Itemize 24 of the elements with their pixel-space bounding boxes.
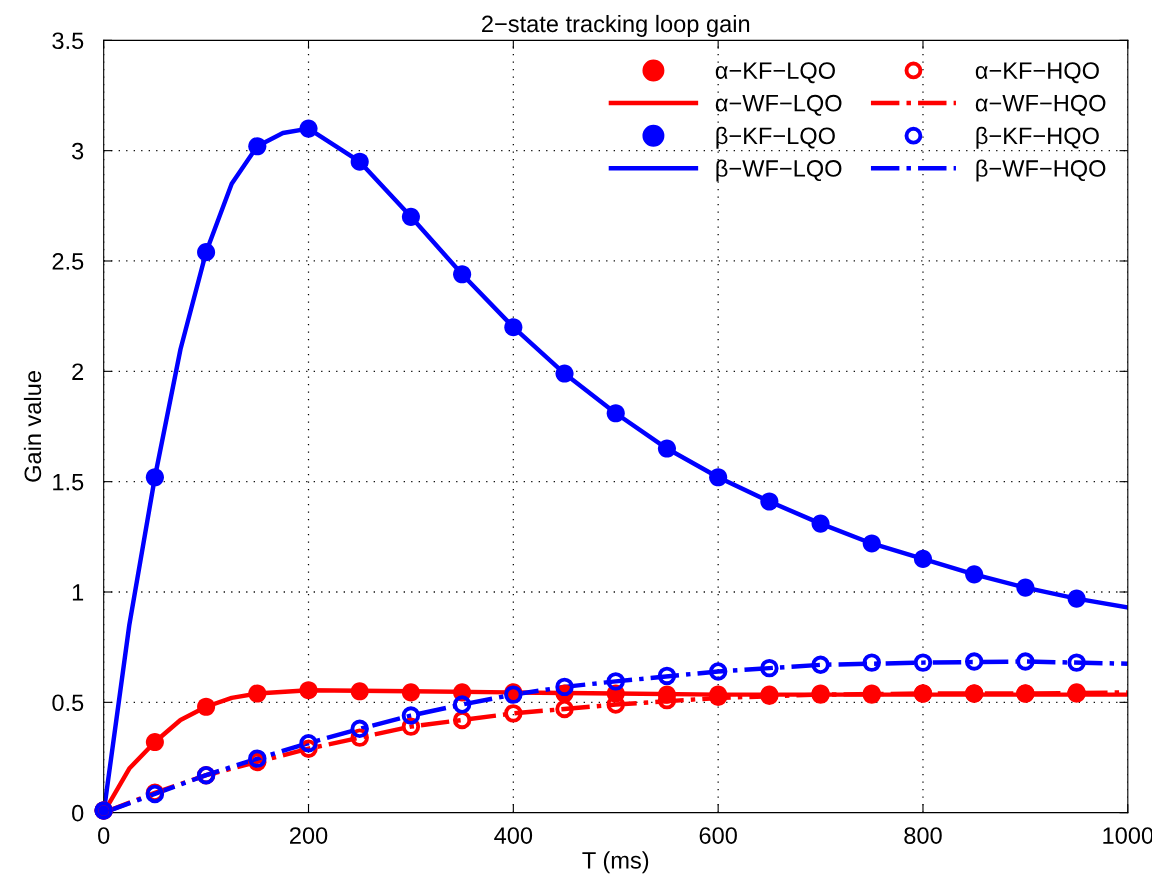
- y-tick-label: 3.5: [52, 32, 84, 50]
- y-tick-label: 1: [72, 584, 84, 601]
- x-tick-label: 800: [904, 827, 942, 844]
- x-tick-label: 0: [98, 827, 110, 844]
- y-tick-label: 2.5: [52, 253, 84, 270]
- legend-label: β−WF−HQO: [976, 159, 1106, 182]
- legend-label: β−WF−LQO: [716, 159, 842, 182]
- x-tick-label: 200: [290, 827, 328, 844]
- y-tick-label: 1.5: [53, 473, 84, 491]
- y-tick-label: 0.5: [52, 694, 84, 712]
- y-tick-label: 2: [72, 363, 84, 380]
- legend-label: β−KF−HQO: [976, 126, 1099, 149]
- x-tick-label: 400: [494, 827, 533, 844]
- legend-label: α−KF−LQO: [715, 62, 835, 84]
- legend-label: α−KF−HQO: [975, 62, 1099, 84]
- chart-title: 2−state tracking loop gain: [482, 14, 750, 37]
- legend-label: α−WF−LQO: [715, 94, 842, 116]
- y-tick-label: 3: [72, 142, 84, 160]
- legend-label: α−WF−HQO: [975, 94, 1106, 116]
- y-tick-label: 0: [72, 804, 84, 822]
- x-tick-label: 600: [699, 827, 737, 844]
- x-axis-title: T (ms): [582, 851, 649, 874]
- y-axis-title: Gain value: [23, 371, 42, 482]
- legend-label: β−KF−LQO: [716, 126, 835, 149]
